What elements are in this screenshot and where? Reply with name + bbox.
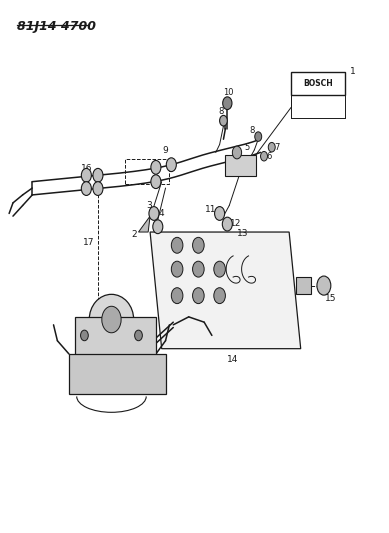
Circle shape — [93, 168, 103, 182]
Circle shape — [214, 261, 225, 277]
Bar — [225, 155, 256, 176]
Circle shape — [193, 261, 204, 277]
Text: 8: 8 — [218, 107, 223, 116]
Circle shape — [166, 158, 176, 172]
Circle shape — [193, 237, 204, 253]
Text: 12: 12 — [230, 219, 242, 228]
Polygon shape — [150, 232, 301, 349]
Circle shape — [153, 220, 163, 233]
Bar — [291, 72, 345, 95]
Circle shape — [223, 97, 232, 110]
Text: 17: 17 — [82, 238, 94, 247]
Circle shape — [268, 142, 275, 152]
Circle shape — [135, 330, 142, 341]
Circle shape — [220, 115, 227, 126]
Circle shape — [222, 217, 232, 231]
Circle shape — [261, 151, 268, 161]
Circle shape — [81, 330, 88, 341]
Bar — [69, 354, 166, 394]
Text: 2: 2 — [132, 230, 137, 239]
Text: 1: 1 — [350, 67, 356, 76]
Text: 8: 8 — [249, 126, 254, 135]
Bar — [296, 277, 311, 294]
Bar — [75, 317, 156, 357]
Circle shape — [81, 168, 91, 182]
Circle shape — [149, 207, 159, 220]
Text: 11: 11 — [205, 205, 217, 214]
Text: BOSCH: BOSCH — [303, 79, 333, 88]
Bar — [125, 159, 169, 184]
Text: 5: 5 — [244, 143, 249, 152]
Circle shape — [151, 175, 161, 189]
Text: 10: 10 — [223, 88, 233, 97]
Text: 4: 4 — [159, 209, 165, 218]
Text: 16: 16 — [81, 164, 92, 173]
Polygon shape — [138, 216, 150, 232]
Text: 3: 3 — [146, 201, 152, 210]
Circle shape — [81, 182, 91, 196]
Text: 15: 15 — [325, 294, 336, 303]
Text: 81J14 4700: 81J14 4700 — [17, 20, 96, 33]
Circle shape — [171, 261, 183, 277]
Circle shape — [317, 276, 331, 295]
Circle shape — [255, 132, 262, 141]
Circle shape — [193, 288, 204, 304]
Circle shape — [215, 207, 224, 220]
Circle shape — [171, 288, 183, 304]
Text: 6: 6 — [267, 152, 272, 161]
Circle shape — [214, 288, 225, 304]
Circle shape — [171, 237, 183, 253]
Text: 13: 13 — [237, 229, 249, 238]
Ellipse shape — [89, 294, 134, 345]
Circle shape — [93, 182, 103, 196]
Circle shape — [102, 306, 121, 333]
Text: 14: 14 — [227, 355, 238, 364]
Text: 7: 7 — [275, 143, 280, 152]
Circle shape — [232, 146, 242, 159]
Text: 9: 9 — [163, 147, 168, 156]
Circle shape — [151, 160, 161, 174]
